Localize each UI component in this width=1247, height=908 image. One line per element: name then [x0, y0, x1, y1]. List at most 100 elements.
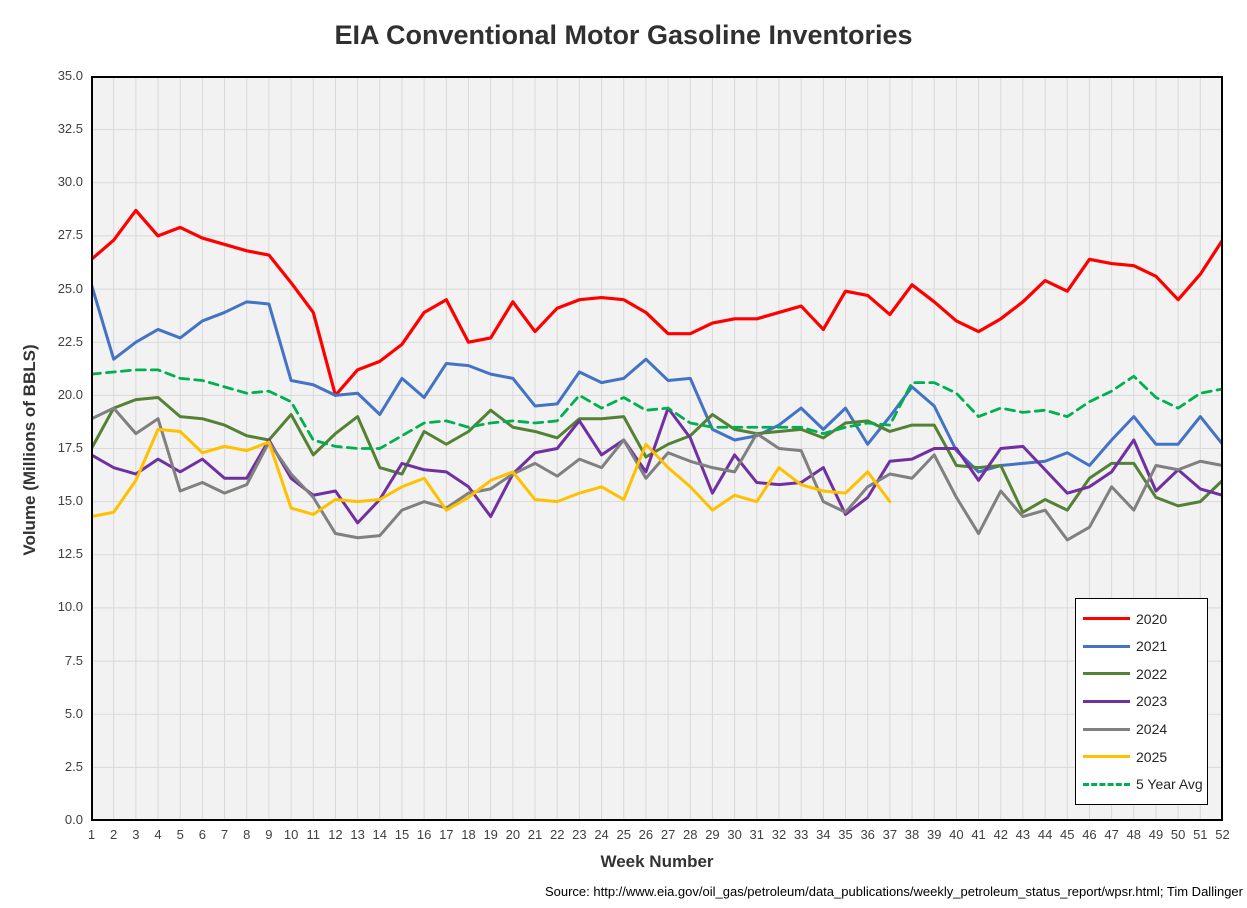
x-tick-label: 48	[1126, 827, 1142, 842]
x-tick-label: 27	[660, 827, 676, 842]
x-tick-label: 4	[154, 827, 162, 842]
x-tick-label: 39	[926, 827, 942, 842]
legend-label: 2021	[1136, 638, 1168, 655]
x-tick-label: 25	[616, 827, 631, 842]
legend-item-2025: 2025	[1083, 749, 1207, 765]
y-tick-label: 25.0	[57, 280, 83, 296]
plot-area	[91, 76, 1223, 821]
legend-item-2022: 2022	[1083, 666, 1207, 682]
x-tick-label: 11	[306, 827, 321, 842]
y-tick-label: 15.0	[57, 493, 83, 509]
x-tick-label: 7	[220, 827, 229, 842]
y-tick-label: 17.5	[57, 440, 83, 455]
x-tick-label: 17	[439, 827, 454, 842]
legend-item-5-year-avg: 5 Year Avg	[1083, 776, 1207, 792]
legend-label: 5 Year Avg	[1136, 776, 1203, 793]
x-tick-label: 6	[198, 827, 206, 842]
x-tick-label: 35	[838, 827, 853, 842]
series-line-2024	[91, 406, 1223, 542]
x-tick-label: 14	[372, 827, 388, 842]
x-tick-label: 43	[1015, 827, 1031, 842]
x-tick-label: 24	[594, 827, 609, 842]
legend: 2020 2021 2022 2023 2024 2025 5 Year Avg	[1075, 598, 1208, 805]
x-tick-label: 36	[860, 827, 875, 842]
x-tick-label: 33	[793, 827, 809, 842]
legend-item-2024: 2024	[1083, 721, 1207, 737]
legend-line-sample	[1083, 727, 1130, 731]
x-tick-label: 5	[176, 827, 184, 842]
x-tick-label: 31	[749, 827, 765, 842]
series-line-2020	[91, 208, 1223, 397]
y-tick-label: 7.5	[64, 652, 83, 668]
x-tick-label: 42	[993, 827, 1008, 842]
series-line-2022	[91, 395, 1223, 514]
x-tick-label: 52	[1215, 827, 1230, 842]
x-tick-label: 3	[132, 827, 140, 842]
x-tick-label: 34	[816, 827, 831, 842]
x-tick-label: 28	[683, 827, 698, 842]
x-tick-label: 50	[1170, 827, 1186, 842]
x-tick-label: 41	[971, 827, 986, 842]
x-tick-label: 40	[949, 827, 964, 842]
plot-svg	[91, 76, 1223, 821]
x-tick-label: 49	[1148, 827, 1164, 842]
legend-line-sample	[1083, 699, 1130, 703]
x-tick-label: 9	[265, 827, 273, 842]
y-tick-label: 2.5	[64, 758, 83, 774]
legend-line-sample	[1083, 672, 1130, 676]
x-tick-label: 37	[882, 827, 898, 842]
x-tick-label: 46	[1082, 827, 1097, 842]
x-tick-label: 22	[549, 827, 565, 842]
x-tick-label: 29	[705, 827, 720, 842]
x-tick-label: 20	[505, 827, 521, 842]
legend-line-sample	[1083, 755, 1130, 759]
x-tick-label: 13	[350, 827, 365, 842]
series-line-2025	[91, 427, 892, 519]
x-tick-label: 15	[394, 827, 410, 842]
legend-label: 2020	[1136, 610, 1168, 627]
legend-label: 2022	[1136, 665, 1168, 682]
legend-label: 2024	[1136, 721, 1168, 738]
x-tick-label: 18	[461, 827, 476, 842]
x-tick-label: 2	[110, 827, 118, 842]
x-tick-label: 38	[904, 827, 920, 842]
legend-item-2023: 2023	[1083, 693, 1207, 709]
plot-border	[91, 76, 1223, 821]
y-axis-title: Volume (Millions of BBLS)	[20, 344, 39, 556]
x-tick-label: 12	[328, 827, 343, 842]
y-tick-label: 5.0	[64, 705, 83, 721]
y-tick-label: 32.5	[57, 121, 83, 137]
x-tick-label: 10	[283, 827, 299, 842]
legend-line-sample	[1083, 782, 1130, 786]
y-tick-label: 0.0	[64, 812, 83, 827]
x-axis-title: Week Number	[600, 852, 714, 871]
x-tick-label: 19	[483, 827, 498, 842]
legend-item-2020: 2020	[1083, 611, 1207, 627]
legend-item-2021: 2021	[1083, 638, 1207, 654]
x-tick-label: 23	[572, 827, 587, 842]
x-tick-label: 32	[771, 827, 787, 842]
y-tick-label: 12.5	[57, 546, 83, 562]
series-line-2021	[91, 283, 1223, 474]
y-tick-label: 22.5	[57, 333, 83, 349]
x-tick-label: 47	[1104, 827, 1119, 842]
y-tick-label: 10.0	[57, 599, 83, 615]
x-tick-label: 1	[87, 827, 96, 842]
y-tick-label: 20.0	[57, 386, 83, 402]
x-tick-label: 30	[727, 827, 742, 842]
chart-title: EIA Conventional Motor Gasoline Inventor…	[334, 20, 913, 50]
legend-label: 2025	[1136, 748, 1168, 765]
legend-line-sample	[1083, 617, 1130, 621]
y-tick-label: 27.5	[57, 227, 83, 243]
x-tick-label: 26	[638, 827, 654, 842]
x-tick-label: 44	[1037, 827, 1053, 842]
legend-line-sample	[1083, 644, 1130, 648]
y-tick-label: 35.0	[57, 68, 83, 83]
series-line-5-year-avg	[91, 368, 1223, 450]
x-tick-label: 8	[243, 827, 251, 842]
source-note: Source: http://www.eia.gov/oil_gas/petro…	[544, 884, 1243, 899]
x-tick-label: 45	[1060, 827, 1075, 842]
legend-label: 2023	[1136, 693, 1168, 710]
x-tick-label: 51	[1193, 827, 1208, 842]
